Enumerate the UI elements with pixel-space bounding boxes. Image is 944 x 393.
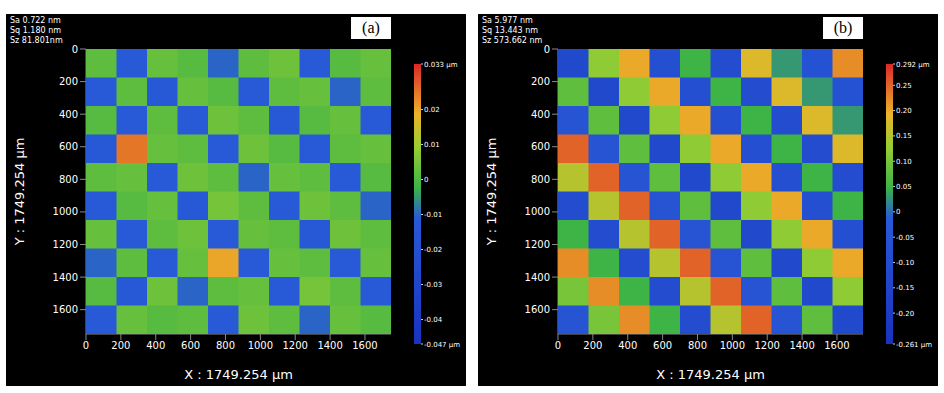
svg-text:0: 0: [544, 44, 550, 55]
svg-text:200: 200: [59, 76, 78, 87]
html-text:Sa 5.977 nm: Sa 5.977 nm: [482, 16, 533, 25]
svg-text:-0.10: -0.10: [896, 259, 914, 267]
svg-text:1000: 1000: [525, 206, 550, 217]
svg-text:0: 0: [424, 176, 428, 184]
svg-text:0: 0: [72, 44, 78, 55]
svg-text:0: 0: [896, 208, 900, 216]
svg-text:400: 400: [59, 109, 78, 120]
svg-text:-0.261 μm: -0.261 μm: [896, 341, 932, 349]
svg-text:1000: 1000: [248, 340, 273, 351]
svg-text:1400: 1400: [789, 340, 814, 351]
html-text:Sa 0.722 nm: Sa 0.722 nm: [10, 16, 61, 25]
svg-text:600: 600: [653, 340, 672, 351]
svg-text:0.033 μm: 0.033 μm: [424, 61, 458, 69]
svg-text:200: 200: [583, 340, 602, 351]
svg-text:600: 600: [531, 141, 550, 152]
svg-text:1200: 1200: [283, 340, 308, 351]
svg-text:-0.15: -0.15: [896, 284, 914, 292]
svg-text:800: 800: [59, 174, 78, 185]
svg-text:800: 800: [531, 174, 550, 185]
svg-text:0.15: 0.15: [896, 132, 912, 140]
html-text:(a): (a): [362, 19, 380, 36]
svg-text:1600: 1600: [824, 340, 849, 351]
svg-text:1200: 1200: [53, 239, 78, 250]
svg-text:400: 400: [618, 340, 637, 351]
svg-text:0.05: 0.05: [896, 183, 912, 191]
svg-text:X : 1749.254 μm: X : 1749.254 μm: [184, 367, 293, 382]
svg-text:1400: 1400: [525, 272, 550, 283]
svg-text:-0.05: -0.05: [896, 234, 914, 242]
svg-text:0.10: 0.10: [896, 158, 912, 166]
svg-text:800: 800: [688, 340, 707, 351]
html-text:Sq 13.443 nm: Sq 13.443 nm: [482, 26, 539, 35]
svg-text:1600: 1600: [525, 304, 550, 315]
html-text:Sz 81.801nm: Sz 81.801nm: [10, 36, 63, 45]
svg-text:400: 400: [531, 109, 550, 120]
svg-text:1600: 1600: [53, 304, 78, 315]
html-text:(b): (b): [833, 19, 853, 36]
html-text:Sq 1.180 nm: Sq 1.180 nm: [10, 26, 61, 35]
svg-text:-0.03: -0.03: [424, 281, 442, 289]
svg-text:400: 400: [146, 340, 165, 351]
svg-text:-0.04: -0.04: [424, 316, 443, 324]
svg-text:0.01: 0.01: [424, 141, 440, 149]
svg-text:-0.02: -0.02: [424, 246, 442, 254]
svg-text:1000: 1000: [720, 340, 745, 351]
svg-text:-0.047 μm: -0.047 μm: [424, 341, 460, 349]
svg-text:800: 800: [216, 340, 235, 351]
svg-text:1200: 1200: [755, 340, 780, 351]
svg-text:1200: 1200: [525, 239, 550, 250]
svg-text:0.25: 0.25: [896, 82, 912, 90]
svg-text:X : 1749.254 μm: X : 1749.254 μm: [656, 367, 765, 382]
svg-text:0.02: 0.02: [424, 106, 440, 114]
svg-text:600: 600: [59, 141, 78, 152]
html-text:Sz 573.662 nm: Sz 573.662 nm: [482, 36, 543, 45]
svg-text:1000: 1000: [53, 206, 78, 217]
svg-text:0.292 μm: 0.292 μm: [896, 61, 930, 69]
svg-text:1600: 1600: [352, 340, 377, 351]
svg-text:1400: 1400: [53, 272, 78, 283]
svg-text:0: 0: [83, 340, 89, 351]
svg-text:-0.20: -0.20: [896, 310, 914, 318]
svg-text:600: 600: [181, 340, 200, 351]
svg-text:200: 200: [531, 76, 550, 87]
svg-text:200: 200: [111, 340, 130, 351]
svg-text:1400: 1400: [317, 340, 342, 351]
svg-text:0: 0: [555, 340, 561, 351]
svg-text:Y : 1749.254 μm: Y : 1749.254 μm: [12, 138, 27, 247]
svg-text:-0.01: -0.01: [424, 211, 442, 219]
svg-text:Y : 1749.254 μm: Y : 1749.254 μm: [484, 138, 499, 247]
svg-text:0.20: 0.20: [896, 107, 912, 115]
